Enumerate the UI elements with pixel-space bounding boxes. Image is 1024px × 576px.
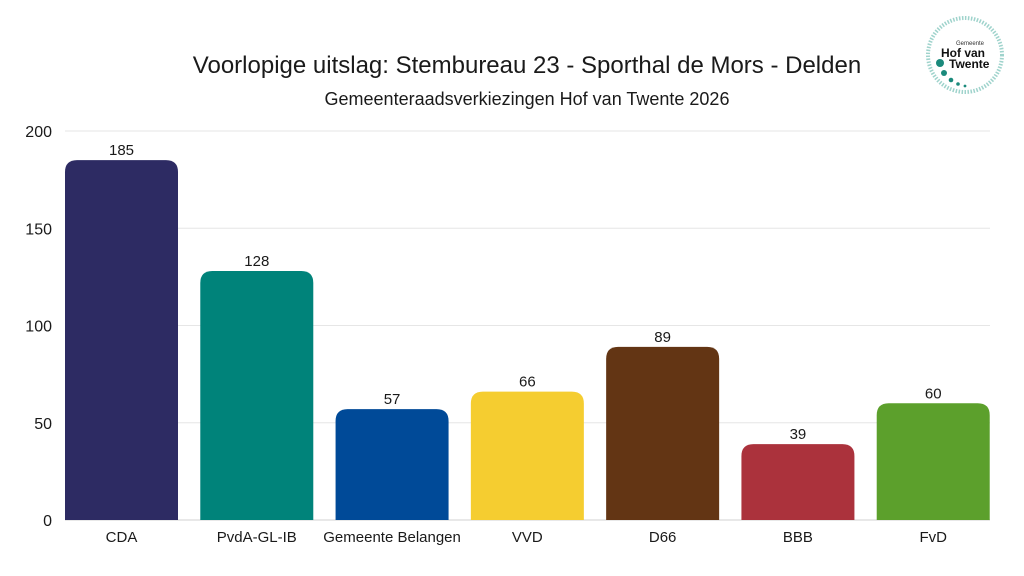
x-tick-label: PvdA-GL-IB (217, 529, 297, 546)
data-label: 89 (654, 329, 671, 346)
logo-ring-icon (926, 16, 1004, 94)
y-tick-label: 200 (25, 124, 52, 141)
x-tick-label: Gemeente Belangen (323, 529, 461, 546)
x-tick-label: D66 (649, 529, 677, 546)
bar-vvd (470, 391, 584, 520)
bar-cda (65, 160, 178, 521)
y-tick-label: 50 (34, 416, 52, 433)
bar-gemeente-belangen (335, 409, 449, 520)
data-label: 128 (244, 253, 269, 270)
bar-bbb (741, 444, 855, 520)
data-label: 66 (519, 374, 536, 391)
bar-pvda-gl-ib (200, 271, 314, 520)
logo-name: Hof van Twente (941, 46, 990, 71)
logo-line-2: Twente (949, 57, 990, 71)
x-tick-label: BBB (783, 529, 813, 546)
data-label: 57 (384, 391, 401, 408)
chart-title: Voorlopige uitslag: Stembureau 23 - Spor… (192, 52, 862, 79)
bar-d66 (606, 346, 720, 520)
data-label: 39 (790, 426, 807, 443)
hof-van-twente-logo: Gemeente Hof van Twente (924, 14, 1006, 96)
logo-small-text: Gemeente (956, 41, 985, 47)
x-tick-label: VVD (512, 529, 543, 546)
x-tick-label: FvD (919, 529, 947, 546)
logo-line-1: Hof van (941, 46, 986, 60)
y-tick-label: 100 (25, 319, 52, 336)
y-tick-label: 0 (43, 513, 52, 530)
bar-fvd (876, 403, 990, 520)
data-label: 185 (109, 142, 134, 159)
chart-subtitle: Gemeenteraadsverkiezingen Hof van Twente… (324, 89, 730, 109)
data-label: 60 (925, 385, 942, 402)
x-tick-label: CDA (106, 529, 138, 546)
y-tick-label: 150 (25, 221, 52, 238)
